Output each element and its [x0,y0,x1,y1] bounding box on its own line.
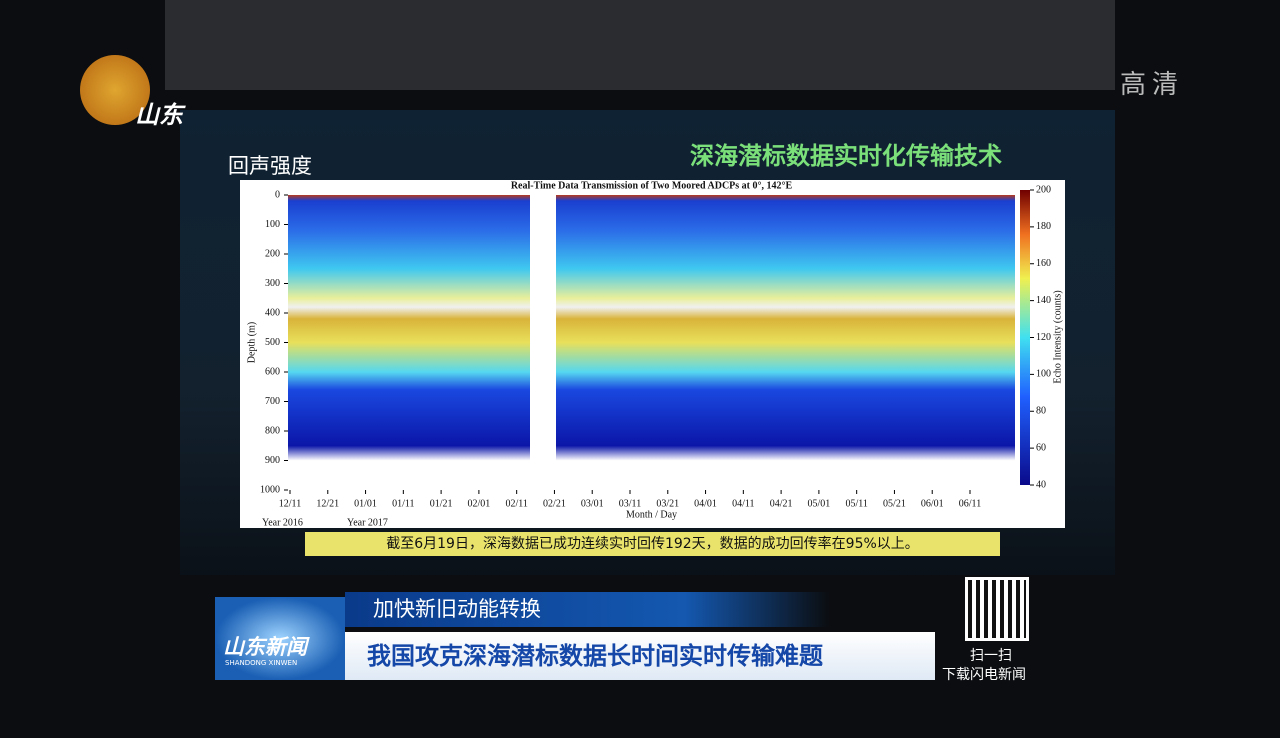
y-tick-label: 900 [265,455,280,466]
colorbar-tick-label: 180 [1036,221,1051,232]
y-tick-label: 1000 [260,484,280,495]
y-tick-label: 100 [265,219,280,230]
x-tick-label: 05/11 [845,498,867,509]
x-tick-label: 01/01 [354,498,377,509]
y-tick-label: 600 [265,366,280,377]
y-tick-label: 800 [265,425,280,436]
colorbar-tick-label: 40 [1036,479,1046,490]
x-tick-label: 01/11 [392,498,414,509]
x-tick-label: 03/01 [581,498,604,509]
x-tick-label: 01/21 [430,498,453,509]
topic: 加快新旧动能转换 [345,592,830,627]
slide-title: 深海潜标数据实时化传输技术 [690,142,1002,170]
x-tick-label: 02/21 [543,498,566,509]
program-en: SHANDONG XINWEN [225,659,298,667]
x-tick-label: 12/11 [279,498,301,509]
x-tick-label: 04/21 [770,498,793,509]
qr-line1: 扫一扫 [970,648,1012,664]
colorbar-tick-label: 80 [1036,406,1046,417]
x-tick-label: 05/01 [807,498,830,509]
logo-text: 山东 [135,101,183,129]
x-tick-label: 03/21 [656,498,679,509]
caption: 截至6月19日，深海数据已成功连续实时回传192天，数据的成功回传率在95%以上… [305,532,1000,556]
x-tick-label: 05/21 [883,498,906,509]
year-label: Year 2017 [347,517,388,528]
program-name: 山东新闻 [223,635,307,659]
colorbar-tick-label: 120 [1036,332,1051,343]
slide-subtitle: 回声强度 [228,154,312,178]
heatmap [288,195,1015,490]
quality: 高清 [1120,70,1185,100]
x-tick-label: 03/11 [619,498,641,509]
y-tick-label: 400 [265,307,280,318]
year-label: Year 2016 [262,517,303,528]
logo-mark [80,55,150,125]
colorbar [1020,190,1030,485]
colorbar-tick-label: 100 [1036,369,1051,380]
data-gap [530,195,556,490]
x-tick-label: 02/01 [467,498,490,509]
colorbar-tick-label: 160 [1036,258,1051,269]
qr-code [965,577,1029,641]
y-tick-label: 200 [265,248,280,259]
colorbar-label: Echo Intensity (counts) [1052,290,1063,383]
qr-line2: 下载闪电新闻 [942,667,1026,683]
y-tick-label: 300 [265,278,280,289]
headline: 我国攻克深海潜标数据长时间实时传输难题 [345,632,935,680]
x-tick-label: 06/01 [921,498,944,509]
x-tick-label: 02/11 [505,498,527,509]
x-tick-label: 04/11 [732,498,754,509]
ceiling [165,0,1115,90]
y-tick-label: 500 [265,337,280,348]
colorbar-tick-label: 200 [1036,184,1051,195]
y-tick-label: 700 [265,396,280,407]
y-label: Depth (m) [246,322,257,363]
x-tick-label: 06/11 [959,498,981,509]
y-tick-label: 0 [275,189,280,200]
colorbar-tick-label: 60 [1036,442,1046,453]
program-logo: 山东新闻 SHANDONG XINWEN [215,597,345,680]
colorbar-tick-label: 140 [1036,295,1051,306]
x-tick-label: 04/01 [694,498,717,509]
chart: 0 100 200 300 400 500 600 700 800 900 1000 12/11 12/… [240,180,1065,528]
chart-title: Real-Time Data Transmission of Two Moore… [511,180,793,191]
x-label: Month / Day [626,509,677,520]
x-tick-label: 12/21 [316,498,339,509]
